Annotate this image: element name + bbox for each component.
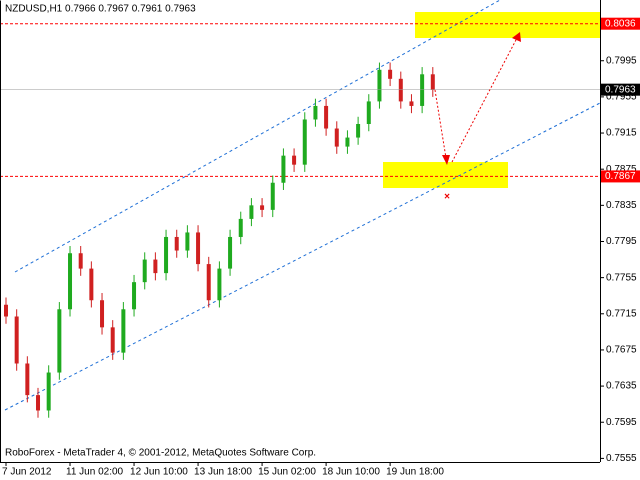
last-price-box — [601, 83, 640, 96]
channel-upper — [14, 0, 501, 273]
candle-body — [110, 327, 115, 353]
x-tick-label: 11 Jun 02:00 — [66, 467, 124, 478]
candle-body — [313, 105, 318, 120]
candle-body — [153, 259, 158, 274]
candle-body — [281, 155, 286, 183]
target-zone — [415, 12, 600, 38]
x-tick-label: 18 Jun 10:00 — [322, 467, 380, 478]
x-tick-label: 19 Jun 18:00 — [386, 467, 444, 478]
level-label-box — [601, 17, 640, 30]
candle-body — [46, 372, 51, 411]
y-tick-label: 0.7675 — [606, 345, 637, 356]
candle-body — [142, 259, 147, 283]
forecast-arrow — [451, 37, 518, 163]
y-tick-label: 0.7955 — [606, 92, 637, 103]
x-tick-label: 15 Jun 02:00 — [258, 467, 316, 478]
support-zone — [383, 162, 508, 188]
candle-body — [377, 69, 382, 102]
candle-body — [36, 395, 41, 411]
candle-body — [238, 218, 243, 237]
cross-mark: × — [444, 192, 450, 203]
y-tick-label: 0.7755 — [606, 272, 637, 283]
y-tick-label: 0.7715 — [606, 308, 637, 319]
y-tick-label: 0.7595 — [606, 417, 637, 428]
candle-body — [100, 300, 105, 328]
x-tick-label: 7 Jun 2012 — [2, 467, 52, 478]
y-tick-label: 0.7835 — [606, 200, 637, 211]
candle-body — [302, 119, 307, 165]
candle-body — [228, 236, 233, 269]
candle-body — [334, 128, 339, 147]
candle-body — [14, 316, 19, 364]
y-tick-label: 0.7555 — [606, 453, 637, 464]
arrow-head — [442, 155, 450, 165]
candle-body — [57, 309, 62, 373]
y-tick-label: 0.7635 — [606, 381, 637, 392]
candle-body — [388, 69, 393, 79]
candle-body — [25, 363, 30, 396]
candle-body — [164, 236, 169, 274]
candle-body — [409, 101, 414, 106]
x-tick-label: 12 Jun 10:00 — [130, 467, 188, 478]
level-label: 0.8036 — [605, 18, 636, 29]
candle-body — [345, 137, 350, 147]
candle-body — [206, 264, 211, 301]
candle-body — [185, 232, 190, 251]
candle-body — [132, 282, 137, 310]
candle-body — [420, 74, 425, 106]
plot — [0, 23, 600, 418]
candle-body — [324, 105, 329, 129]
candle-body — [356, 124, 361, 138]
arrow-head — [512, 32, 521, 42]
candle-body — [430, 74, 435, 90]
candle-body — [4, 304, 8, 317]
y-tick-label: 0.7795 — [606, 236, 637, 247]
candle-body — [366, 101, 371, 125]
candle-body — [270, 182, 275, 210]
candle-body — [174, 236, 179, 251]
candle-body — [260, 205, 265, 210]
y-tick-label: 0.7875 — [606, 164, 637, 175]
candle-body — [196, 232, 201, 265]
y-tick-label: 0.7995 — [606, 55, 637, 66]
candle-body — [78, 253, 83, 269]
chart-title: NZDUSD,H1 0.7966 0.7967 0.7961 0.7963 — [5, 4, 196, 15]
candle-body — [217, 268, 222, 301]
level-label: 0.7867 — [605, 171, 636, 182]
candle-body — [249, 205, 254, 219]
last-price-label: 0.7963 — [605, 84, 636, 95]
footer: RoboForex - MetaTrader 4, © 2001-2012, M… — [5, 448, 316, 459]
candle-body — [398, 78, 403, 102]
level-label-box — [601, 170, 640, 183]
forecast-arrow — [434, 89, 447, 159]
candle-body — [292, 155, 297, 165]
candle-body — [89, 268, 94, 301]
candle-body — [121, 309, 126, 353]
x-tick-label: 13 Jun 18:00 — [194, 467, 252, 478]
y-tick-label: 0.7915 — [606, 128, 637, 139]
candle-body — [68, 253, 73, 310]
